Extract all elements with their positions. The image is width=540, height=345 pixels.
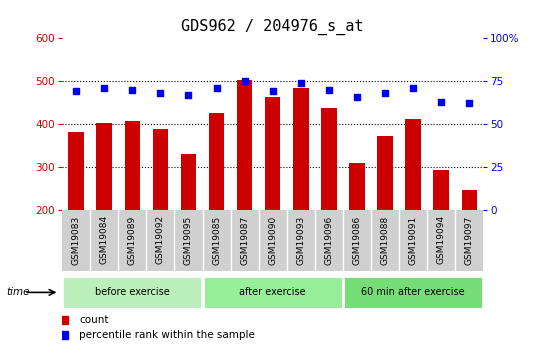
Bar [377,136,393,210]
Bar [181,155,196,210]
Text: GSM19096: GSM19096 [325,215,333,265]
Text: GSM19085: GSM19085 [212,215,221,265]
Bar [343,276,483,309]
Point [184,92,193,98]
Point [353,94,361,99]
Bar [293,88,308,210]
Point [296,80,305,86]
Bar [462,190,477,210]
Point [156,90,165,96]
Text: GSM19086: GSM19086 [353,215,361,265]
Point [128,87,137,92]
Bar [265,97,280,210]
Point [325,87,333,92]
Text: percentile rank within the sample: percentile rank within the sample [79,330,255,340]
Text: GSM19083: GSM19083 [72,215,80,265]
Text: GSM19097: GSM19097 [465,215,474,265]
Text: count: count [79,315,109,325]
Bar [62,276,202,309]
Point [72,89,80,94]
Point [240,78,249,84]
Point [465,101,474,106]
Text: after exercise: after exercise [239,287,306,297]
Point [381,90,389,96]
Text: GSM19090: GSM19090 [268,215,277,265]
Text: time: time [6,287,30,297]
Bar [406,119,421,210]
Text: GSM19092: GSM19092 [156,215,165,264]
Bar [97,123,112,210]
Text: GSM19094: GSM19094 [437,215,445,264]
Text: GSM19093: GSM19093 [296,215,305,265]
Text: GSM19089: GSM19089 [128,215,137,265]
Bar [434,170,449,210]
Point [100,85,109,91]
Bar [349,163,364,210]
Bar [125,121,140,210]
Bar [153,129,168,210]
Bar [321,108,336,210]
Text: GSM19091: GSM19091 [409,215,417,265]
Text: before exercise: before exercise [95,287,170,297]
Point [409,85,417,91]
Title: GDS962 / 204976_s_at: GDS962 / 204976_s_at [181,19,364,35]
Bar [62,210,483,271]
Text: 60 min after exercise: 60 min after exercise [361,287,465,297]
Bar [69,131,84,210]
Text: GSM19084: GSM19084 [100,215,109,264]
Text: GSM19088: GSM19088 [381,215,389,265]
Point [212,85,221,91]
Bar [237,80,252,210]
Bar [209,112,224,210]
Point [268,89,277,94]
Point [437,99,445,105]
Text: GSM19087: GSM19087 [240,215,249,265]
Text: GSM19095: GSM19095 [184,215,193,265]
Bar [202,276,343,309]
